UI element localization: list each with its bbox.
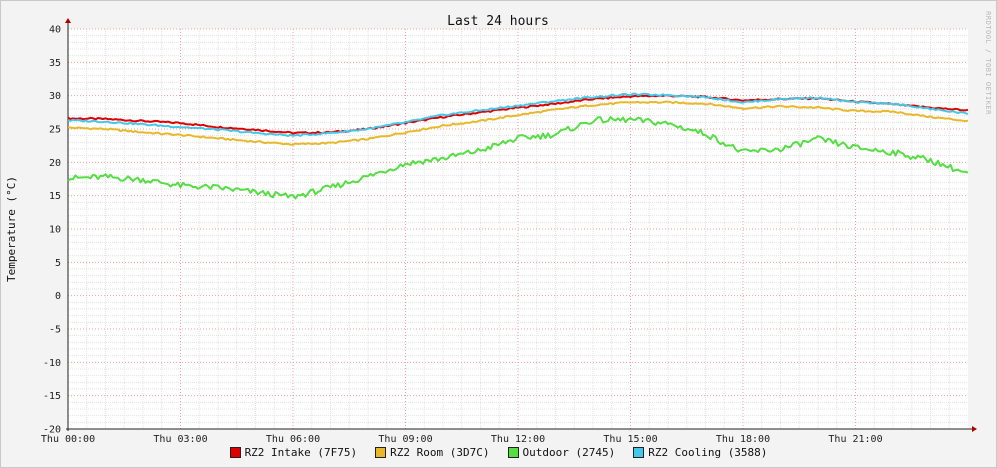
y-tick-label: 0 bbox=[55, 291, 61, 302]
x-tick-label: Thu 12:00 bbox=[491, 434, 545, 445]
y-tick-label: 5 bbox=[55, 258, 61, 269]
x-axis-arrow-icon bbox=[972, 426, 977, 432]
grid bbox=[67, 28, 968, 430]
legend-item: Outdoor (2745) bbox=[507, 446, 616, 459]
y-tick-label: 40 bbox=[49, 25, 61, 36]
x-tick-label: Thu 18:00 bbox=[716, 434, 770, 445]
legend-swatch bbox=[633, 447, 645, 458]
y-tick-label: 30 bbox=[49, 91, 61, 102]
y-tick-label: 35 bbox=[49, 58, 61, 69]
x-tick-label: Thu 06:00 bbox=[266, 434, 320, 445]
x-tick-label: Thu 00:00 bbox=[41, 434, 95, 445]
legend-swatch bbox=[229, 447, 241, 458]
legend: RZ2 Intake (7F75) RZ2 Room (3D7C) Outdoor … bbox=[1, 446, 996, 459]
x-tick-label: Thu 09:00 bbox=[378, 434, 432, 445]
legend-label: RZ2 Cooling (3588) bbox=[648, 446, 768, 459]
y-axis-arrow-icon bbox=[65, 18, 71, 23]
y-tick-label: -10 bbox=[43, 358, 61, 369]
y-tick-label: 15 bbox=[49, 191, 61, 202]
x-tick-label: Thu 03:00 bbox=[153, 434, 207, 445]
legend-label: RZ2 Intake (7F75) bbox=[244, 446, 358, 459]
y-axis-label: Temperature (°C) bbox=[5, 176, 18, 282]
series-line-1 bbox=[67, 100, 969, 146]
legend-item: RZ2 Cooling (3588) bbox=[633, 446, 767, 459]
series-line-2 bbox=[67, 116, 969, 200]
legend-label: RZ2 Room (3D7C) bbox=[390, 446, 490, 459]
legend-swatch bbox=[507, 447, 519, 458]
y-tick-label: 20 bbox=[49, 158, 61, 169]
y-tick-label: 10 bbox=[49, 225, 61, 236]
legend-label: Outdoor (2745) bbox=[522, 446, 616, 459]
series-line-3 bbox=[67, 92, 969, 137]
x-tick-label: Thu 21:00 bbox=[828, 434, 882, 445]
legend-item: RZ2 Room (3D7C) bbox=[375, 446, 490, 459]
y-tick-label: 25 bbox=[49, 125, 61, 136]
y-tick-label: -5 bbox=[49, 325, 61, 336]
x-tick-label: Thu 15:00 bbox=[603, 434, 657, 445]
legend-swatch bbox=[375, 447, 387, 458]
legend-item: RZ2 Intake (7F75) bbox=[229, 446, 358, 459]
y-tick-label: -20 bbox=[43, 425, 61, 436]
y-tick-label: -15 bbox=[43, 391, 61, 402]
series-lines bbox=[67, 92, 969, 200]
chart-title: Last 24 hours bbox=[447, 14, 549, 29]
watermark: RRDTOOL / TOBI OETIKER bbox=[984, 11, 992, 115]
